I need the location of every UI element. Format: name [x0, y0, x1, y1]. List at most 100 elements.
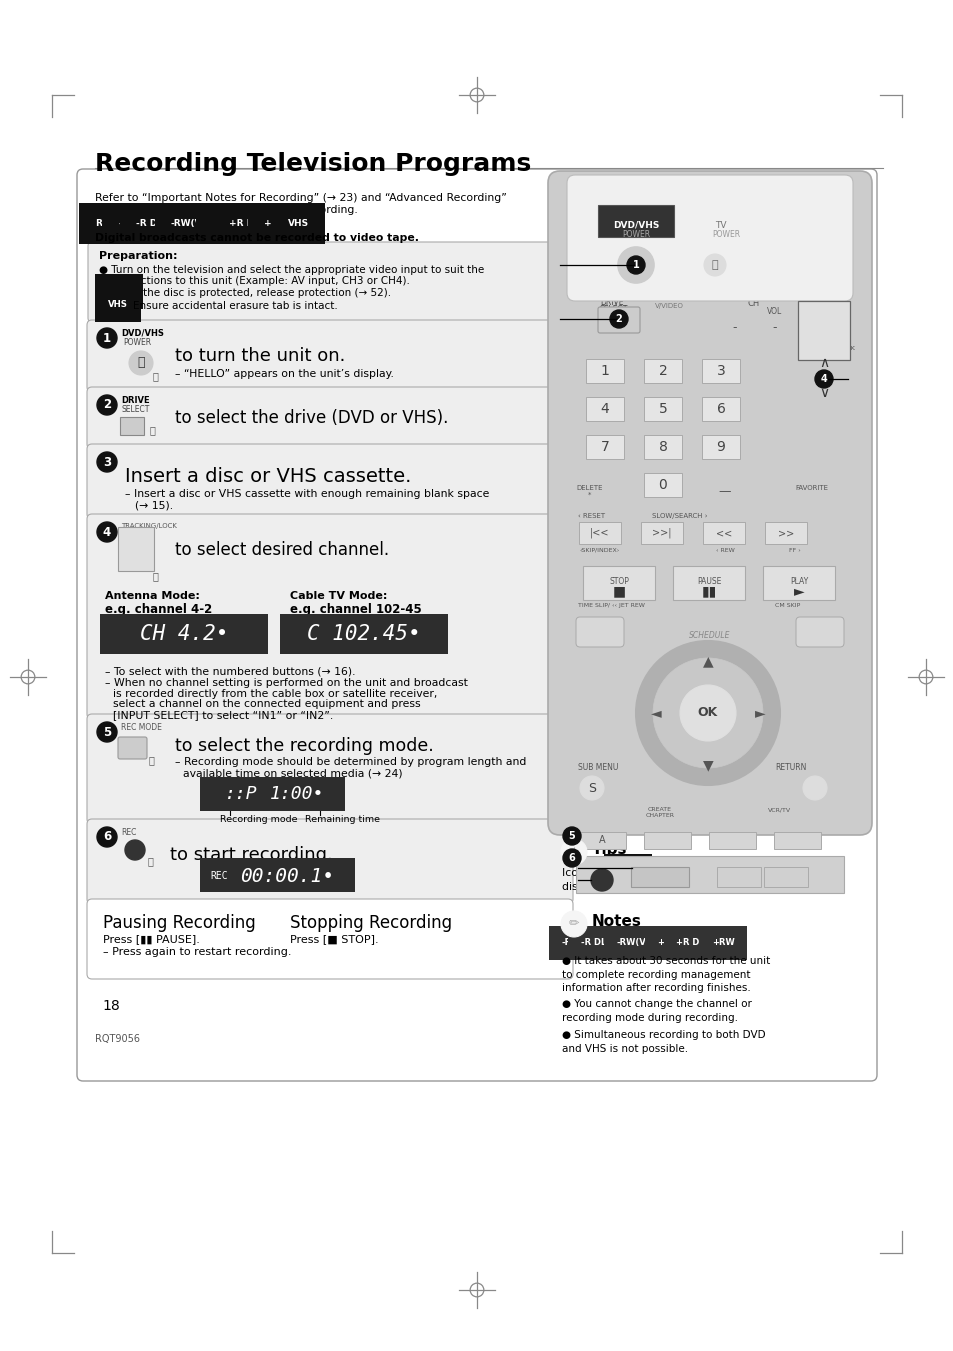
- Text: to start recording.: to start recording.: [170, 846, 333, 865]
- Circle shape: [626, 255, 644, 274]
- Text: |<<: |<<: [590, 528, 609, 538]
- Text: Refer to “Important Notes for Recording” (→ 23) and “Advanced Recording”: Refer to “Important Notes for Recording”…: [95, 193, 506, 203]
- Text: SCHEDULE: SCHEDULE: [688, 631, 730, 640]
- Text: V/VIDEO: V/VIDEO: [655, 303, 683, 309]
- Text: ∧: ∧: [132, 535, 140, 549]
- Text: CH: CH: [129, 544, 143, 554]
- Text: CH^: CH^: [771, 265, 787, 272]
- Text: 00:00.1•: 00:00.1•: [240, 866, 334, 885]
- Bar: [200, 777, 345, 811]
- Text: —: —: [718, 485, 731, 499]
- Text: to select the recording mode.: to select the recording mode.: [174, 738, 434, 755]
- FancyBboxPatch shape: [643, 359, 681, 382]
- Text: 6: 6: [716, 403, 724, 416]
- Text: +R DL: +R DL: [676, 938, 704, 947]
- Text: 6: 6: [568, 852, 575, 863]
- Text: DRIVE: DRIVE: [599, 299, 623, 307]
- FancyBboxPatch shape: [88, 242, 572, 322]
- FancyBboxPatch shape: [118, 527, 153, 571]
- FancyBboxPatch shape: [672, 566, 744, 600]
- Text: ►: ►: [793, 584, 803, 598]
- Text: to select desired channel.: to select desired channel.: [174, 540, 389, 559]
- Text: -R DL: -R DL: [580, 938, 605, 947]
- Text: 7: 7: [600, 440, 609, 454]
- Text: -: -: [732, 322, 737, 335]
- Text: +R: +R: [212, 219, 226, 228]
- FancyBboxPatch shape: [87, 320, 573, 392]
- Text: PAUSE: PAUSE: [696, 577, 720, 585]
- Text: CREATE
CHAPTER: CREATE CHAPTER: [645, 807, 674, 817]
- Text: 6: 6: [103, 831, 111, 843]
- Text: Press [■ STOP].: Press [■ STOP].: [290, 934, 378, 944]
- Text: +RW: +RW: [711, 938, 734, 947]
- Circle shape: [125, 840, 145, 861]
- Text: TRACKING/LOCK: TRACKING/LOCK: [804, 345, 855, 350]
- Circle shape: [562, 848, 580, 867]
- Text: ▮▮: ▮▮: [700, 584, 716, 598]
- Text: to select the drive (DVD or VHS).: to select the drive (DVD or VHS).: [174, 409, 448, 427]
- Text: available time on selected media (→ 24): available time on selected media (→ 24): [183, 767, 402, 778]
- Text: -R: -R: [118, 219, 129, 228]
- FancyBboxPatch shape: [578, 832, 625, 848]
- FancyBboxPatch shape: [566, 176, 852, 301]
- Text: REC MODE: REC MODE: [635, 859, 684, 867]
- Text: +R DL: +R DL: [229, 219, 260, 228]
- Text: DVD/VHS: DVD/VHS: [121, 330, 164, 338]
- Circle shape: [562, 827, 580, 844]
- Text: VHS: VHS: [108, 300, 128, 309]
- FancyBboxPatch shape: [87, 386, 573, 449]
- Bar: [280, 613, 448, 654]
- Text: F Rec: F Rec: [718, 859, 740, 867]
- Text: (→ 15).: (→ 15).: [135, 501, 172, 511]
- Text: Tips: Tips: [592, 842, 627, 857]
- FancyBboxPatch shape: [87, 713, 573, 824]
- Text: -R: -R: [561, 938, 572, 947]
- Circle shape: [703, 254, 725, 276]
- Text: RETURN: RETURN: [774, 763, 805, 771]
- FancyBboxPatch shape: [598, 205, 673, 236]
- Text: SELECT: SELECT: [121, 405, 150, 413]
- Text: e.g. channel 4-2: e.g. channel 4-2: [105, 603, 212, 616]
- Text: – Insert a disc or VHS cassette with enough remaining blank space: – Insert a disc or VHS cassette with eno…: [125, 489, 489, 499]
- FancyBboxPatch shape: [87, 898, 573, 979]
- Text: 5: 5: [568, 831, 575, 842]
- Text: ● Simultaneous recording to both DVD
and VHS is not possible.: ● Simultaneous recording to both DVD and…: [561, 1029, 765, 1054]
- Text: VOL: VOL: [772, 253, 786, 258]
- Text: ● It takes about 30 seconds for the unit
to complete recording management
inform: ● It takes about 30 seconds for the unit…: [561, 957, 769, 993]
- FancyBboxPatch shape: [118, 738, 147, 759]
- Text: 🖐: 🖐: [148, 857, 153, 866]
- FancyBboxPatch shape: [578, 521, 620, 544]
- Text: 5: 5: [103, 725, 111, 739]
- Text: 4: 4: [820, 374, 826, 384]
- FancyBboxPatch shape: [547, 172, 871, 835]
- Text: ‹ REW: ‹ REW: [715, 549, 734, 553]
- Text: -RW(V): -RW(V): [171, 219, 207, 228]
- Text: ‹SKIP/INDEX›: ‹SKIP/INDEX›: [579, 549, 619, 553]
- Text: Recording mode: Recording mode: [220, 815, 297, 824]
- Text: ►: ►: [754, 707, 764, 720]
- Circle shape: [652, 658, 762, 767]
- Text: Insert a disc or VHS cassette.: Insert a disc or VHS cassette.: [125, 467, 411, 486]
- Circle shape: [618, 247, 654, 282]
- Text: – “HELLO” appears on the unit’s display.: – “HELLO” appears on the unit’s display.: [174, 369, 394, 380]
- Text: REC MODE: REC MODE: [121, 723, 162, 732]
- Text: 1:00•: 1:00•: [270, 785, 324, 802]
- Text: +: +: [729, 286, 740, 300]
- Text: FAVORITE: FAVORITE: [794, 485, 827, 490]
- Text: A: A: [598, 835, 604, 844]
- FancyBboxPatch shape: [702, 521, 744, 544]
- Text: RAM: RAM: [108, 286, 130, 296]
- FancyBboxPatch shape: [576, 617, 623, 647]
- Text: 🖐: 🖐: [152, 571, 159, 581]
- Text: SLOW/SEARCH ›: SLOW/SEARCH ›: [652, 513, 707, 519]
- Text: REC: REC: [210, 871, 228, 881]
- FancyBboxPatch shape: [643, 832, 690, 848]
- Text: 9: 9: [716, 440, 724, 454]
- FancyBboxPatch shape: [708, 832, 755, 848]
- Text: DELETE
*: DELETE *: [577, 485, 602, 499]
- Text: 2: 2: [615, 313, 621, 324]
- Text: RAM: RAM: [95, 219, 118, 228]
- FancyBboxPatch shape: [120, 417, 144, 435]
- Text: [INPUT SELECT] to select “IN1” or “IN2”.: [INPUT SELECT] to select “IN1” or “IN2”.: [112, 711, 333, 720]
- Circle shape: [814, 370, 832, 388]
